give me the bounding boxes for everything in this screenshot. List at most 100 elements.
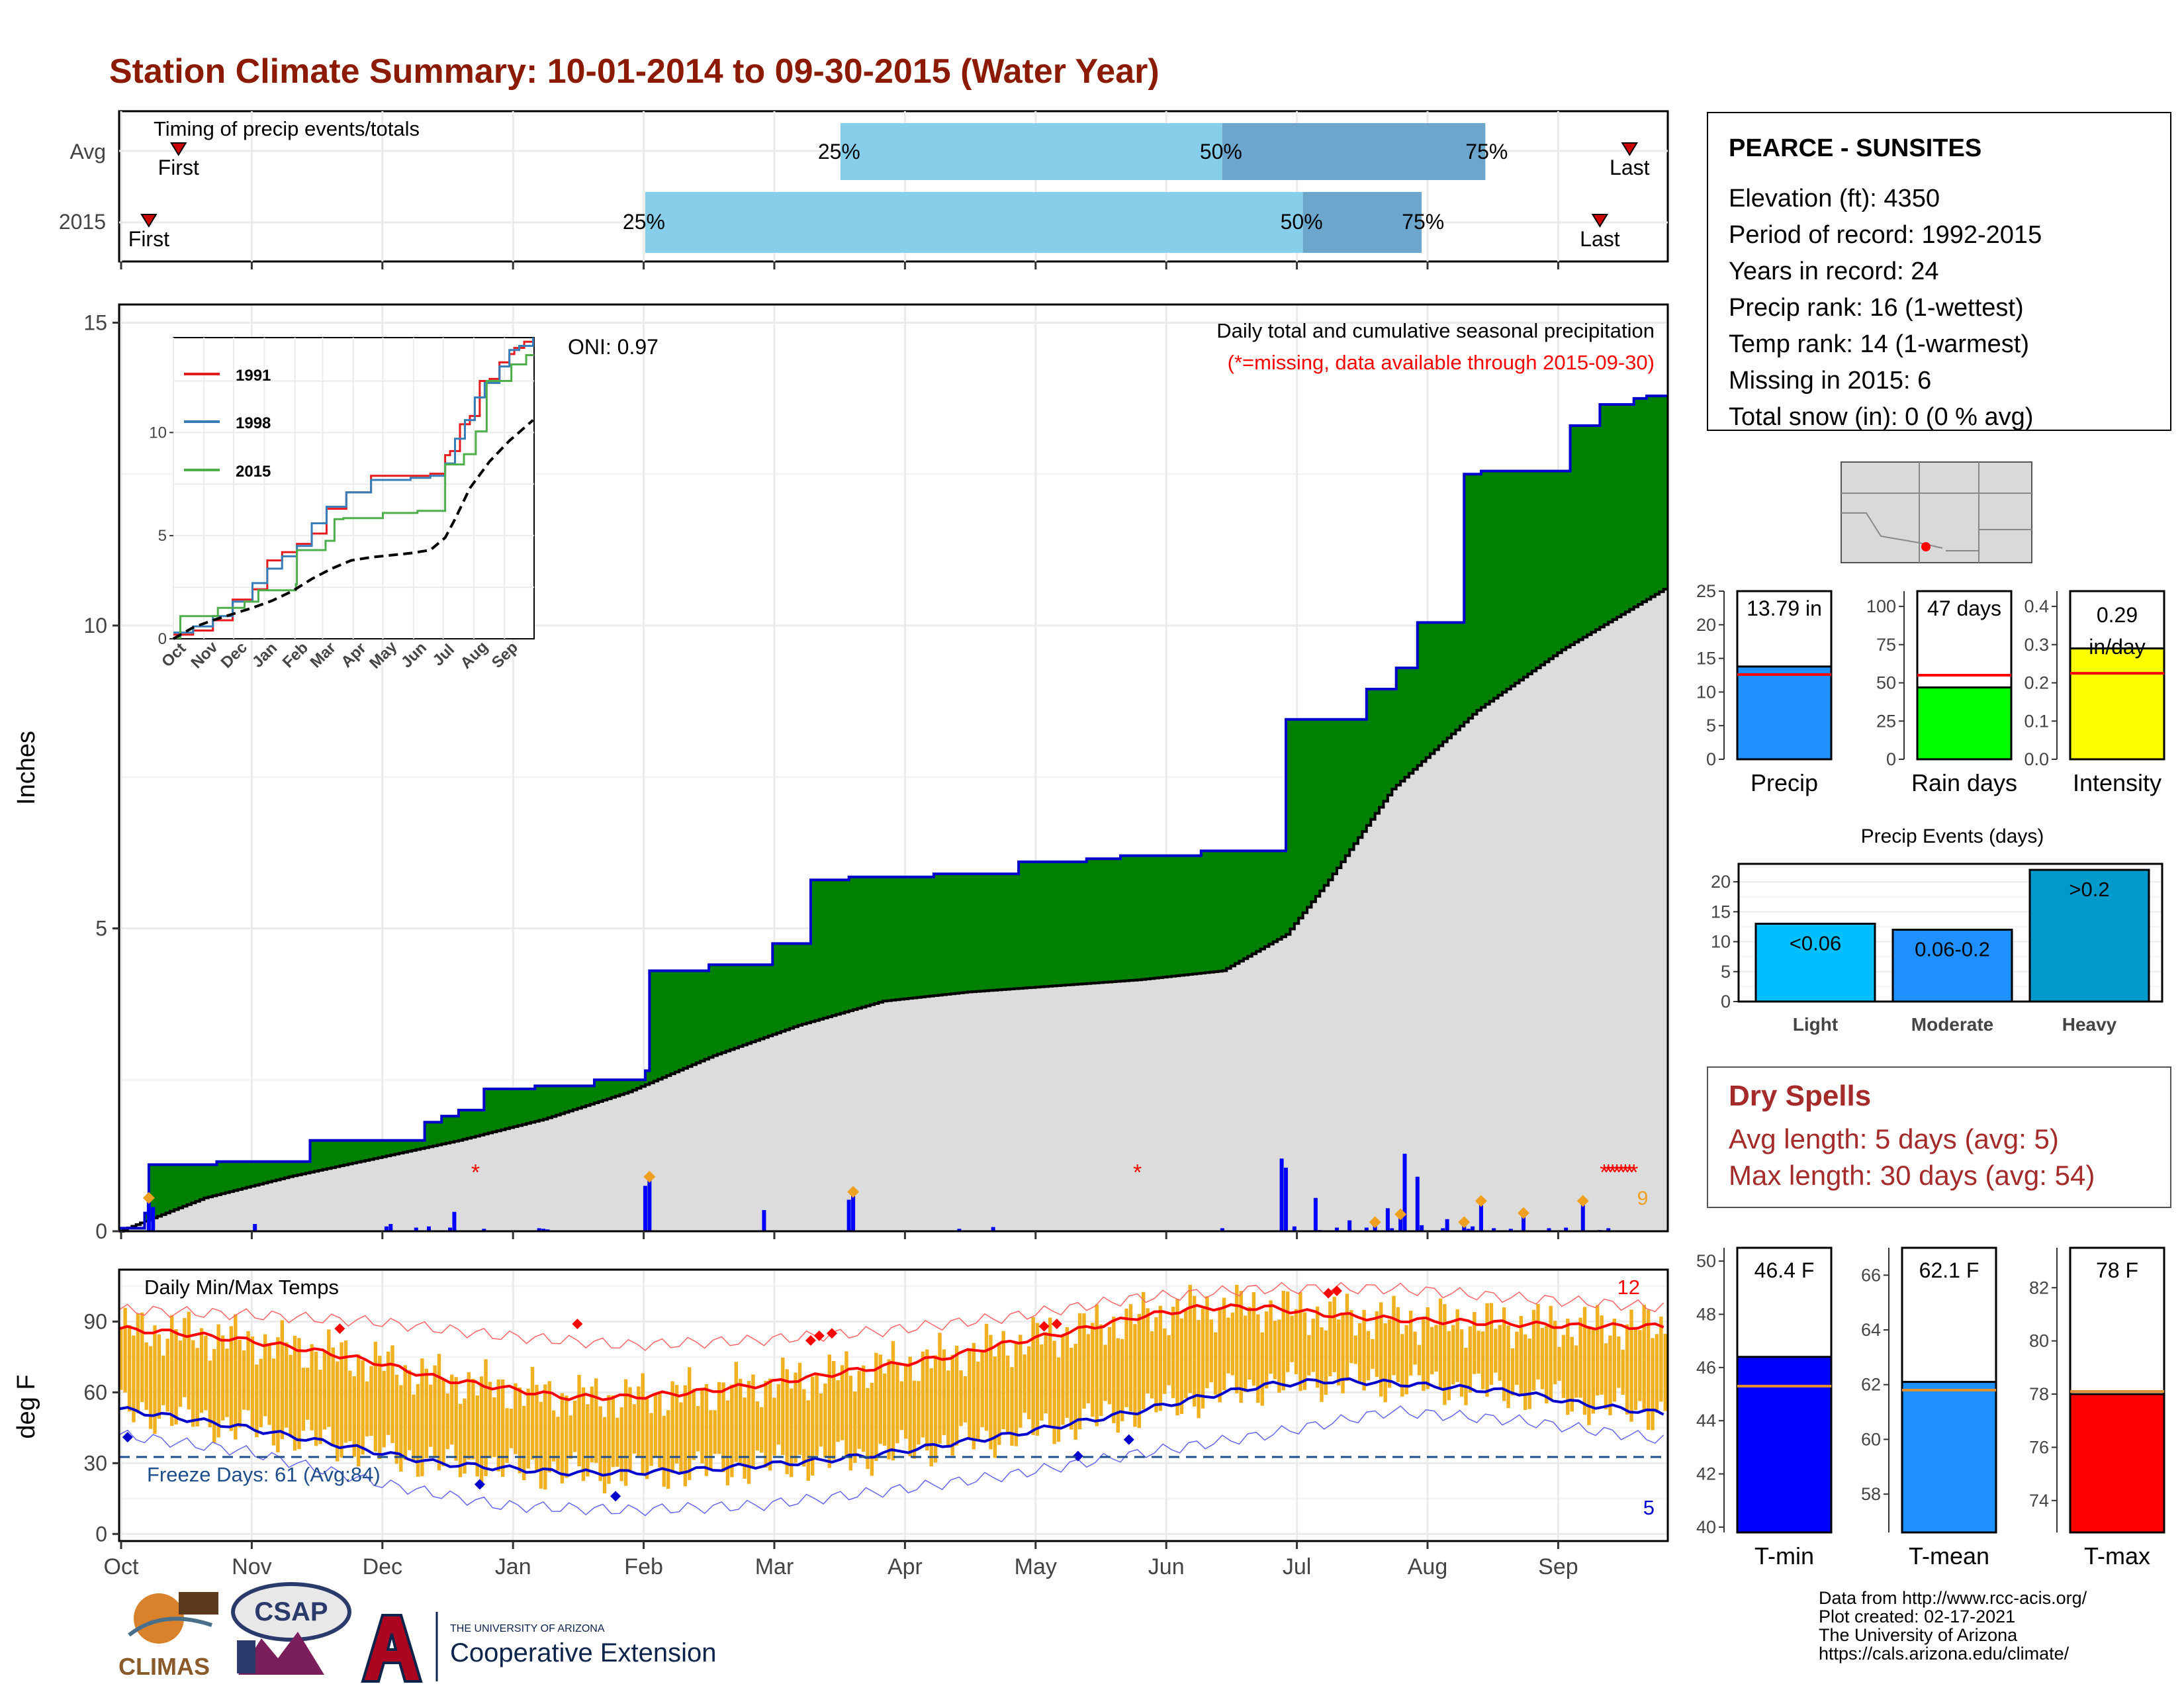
small-chart-value-label: 47 days [1927,596,2001,620]
daily-temp-bar [857,1370,861,1449]
daily-temp-bar [318,1370,322,1444]
daily-temp-bar [1400,1334,1404,1397]
daily-temp-bar [594,1378,598,1463]
station-line-precip-rank: Precip rank: 16 (1-wettest) [1729,294,2024,322]
station-line-missing: Missing in 2015: 6 [1729,367,1931,395]
daily-temp-bar [1248,1307,1251,1380]
daily-temp-bar [942,1349,946,1436]
daily-temp-bar [1545,1325,1549,1404]
daily-temp-bar [1404,1325,1408,1395]
daily-temp-bar [1480,1331,1485,1389]
tmin-bar-chart: 40 42 44 46 48 50 46.4 F T-min [1696,1246,1833,1570]
daily-temp-bar [394,1374,399,1464]
daily-temp-bar [1235,1285,1239,1393]
daily-temp-bar [1290,1315,1294,1362]
small-chart-value-bar [2069,1393,2165,1534]
daily-temp-bar [700,1387,704,1464]
daily-temp-bar [132,1335,136,1423]
daily-temp-bar [1044,1332,1048,1414]
daily-temp-bar [1443,1304,1447,1405]
daily-temp-bar [471,1378,475,1460]
daily-temp-bar [1375,1311,1379,1378]
daily-temp-bar [560,1393,565,1483]
daily-precip-bar [1445,1219,1449,1231]
small-chart-y-tick-label: 0.3 [2024,635,2049,655]
record-low-marker [610,1491,621,1502]
tmax-bar-chart: 74 76 78 80 82 78 F T-max [2029,1246,2165,1570]
daily-temp-bar [565,1395,569,1478]
daily-temp-bar [755,1401,760,1451]
small-chart-y-tick-label: 25 [1696,581,1716,601]
daily-temp-bar [1591,1327,1596,1414]
daily-precip-marker [1518,1207,1530,1219]
daily-temp-bar [437,1354,441,1471]
daily-temp-bar [276,1337,280,1453]
small-chart-y-tick-label: 0 [1706,749,1716,769]
daily-temp-bar [929,1368,933,1467]
missing-day-marker: * [471,1160,480,1185]
daily-temp-bar [1167,1335,1171,1385]
daily-temp-bar [891,1340,895,1461]
small-chart-value-bar [1916,686,2013,761]
events-bar-heavy [2028,868,2150,1003]
daily-precip-bar [388,1224,393,1231]
daily-temp-bar [1506,1325,1510,1409]
small-chart-y-tick-label: 58 [1861,1484,1881,1504]
daily-precip-marker [643,1170,656,1183]
daily-temp-bar [526,1388,530,1469]
daily-temp-bar [509,1409,514,1448]
month-label: Aug [1408,1554,1448,1579]
daily-temp-bar [1447,1331,1451,1401]
daily-temp-bar [1396,1307,1400,1383]
events-title: Precip Events (days) [1861,825,2044,847]
daily-temp-bar [1549,1305,1553,1401]
daily-precip-bar [1364,1227,1369,1231]
daily-temp-bar [806,1400,810,1481]
daily-precip-bar [1522,1213,1526,1231]
daily-temp-bar [322,1350,327,1430]
daily-temp-bar [1328,1301,1332,1377]
daily-precip-bar [1292,1226,1297,1231]
tmean-bar-chart: 58 60 62 64 66 62.1 F T-mean [1861,1246,1997,1570]
daily-precip-bar [762,1209,766,1231]
daily-temp-bar [827,1354,832,1468]
daily-temp-bar [1651,1338,1655,1430]
daily-temp-bar [1179,1318,1184,1414]
daily-temp-bar [1014,1342,1019,1446]
daily-temp-bar [1010,1367,1014,1446]
daily-precip-bar [1402,1153,1407,1231]
small-chart-y-tick-label: 15 [1696,649,1716,669]
daily-temp-bar [976,1361,980,1441]
above-average-area [119,396,1668,1231]
daily-temp-bar [611,1395,615,1468]
daily-temp-bar [1408,1311,1413,1376]
daily-temp-bar [1209,1319,1214,1383]
daily-temp-bar [1048,1317,1052,1427]
daily-temp-bar [1222,1297,1226,1391]
daily-temp-bar [662,1415,666,1487]
daily-precip-bar [448,1227,453,1231]
climas-logo-bar [179,1592,218,1615]
daily-temp-bar [539,1401,543,1489]
daily-temp-bar [628,1387,632,1471]
daily-temp-bar [1459,1329,1464,1397]
daily-temp-bar [1383,1323,1387,1403]
temp-title: Daily Min/Max Temps [144,1276,339,1299]
temp-reference-lines [118,1282,1664,1517]
precip-events-chart: Precip Events (days) 05101520<0.06Light0… [1711,825,2163,1035]
daily-temp-bar [946,1370,950,1446]
dry-spells-frame [1707,1066,2171,1208]
small-chart-x-label: T-max [2084,1542,2150,1570]
daily-temp-bar [1218,1307,1222,1403]
inset-y-tick-label: 0 [158,630,167,648]
location-map-frame [1841,461,2032,563]
precip-note-title: Daily total and cumulative seasonal prec… [1216,319,1655,342]
daily-temp-bar [424,1368,428,1458]
daily-precip-bar [1347,1220,1352,1231]
daily-precip-marker [1475,1195,1487,1207]
daily-precip-bar [1284,1167,1289,1231]
daily-temp-bar [717,1382,721,1454]
csap-logo-cloud [231,1582,351,1642]
small-chart-y-tick-label: 42 [1696,1464,1716,1484]
daily-precip-bar [846,1199,851,1231]
